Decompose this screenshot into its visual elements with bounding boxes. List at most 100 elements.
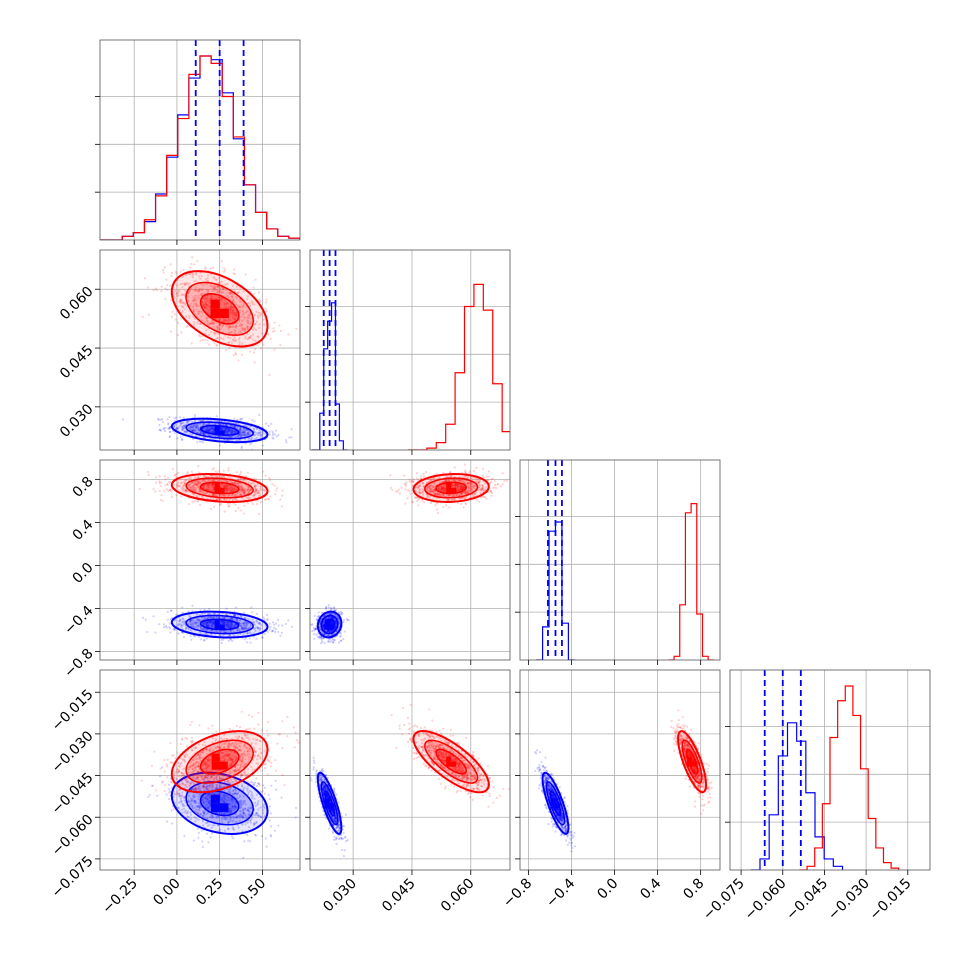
scatter-point xyxy=(253,623,256,626)
scatter-point xyxy=(212,494,215,497)
scatter-point xyxy=(194,425,197,429)
scatter-point xyxy=(227,487,230,490)
scatter-point xyxy=(180,298,183,301)
scatter-point xyxy=(199,488,202,491)
scatter-point xyxy=(235,606,238,609)
scatter-point xyxy=(191,256,194,259)
scatter-point xyxy=(229,625,232,629)
scatter-point xyxy=(254,630,257,633)
scatter-point xyxy=(227,341,231,344)
scatter-point xyxy=(204,266,207,269)
scatter-point xyxy=(242,490,246,493)
scatter-point xyxy=(211,296,214,299)
scatter-point xyxy=(259,501,263,504)
scatter-point xyxy=(182,293,185,296)
scatter-point xyxy=(254,485,257,488)
scatter-point xyxy=(185,430,189,433)
scatter-point xyxy=(195,273,198,276)
density-core xyxy=(219,624,225,630)
density-core xyxy=(219,430,225,436)
scatter-point xyxy=(231,639,234,642)
scatter-point xyxy=(250,606,253,609)
scatter-point xyxy=(211,486,214,489)
scatter-point xyxy=(193,493,196,496)
scatter-point xyxy=(242,488,245,491)
scatter-point xyxy=(179,435,182,438)
scatter-point xyxy=(242,318,245,321)
scatter-point xyxy=(171,468,174,471)
scatter-point xyxy=(445,480,448,483)
scatter-point xyxy=(222,288,225,291)
scatter-point xyxy=(239,614,243,617)
scatter-point xyxy=(238,341,241,344)
scatter-point xyxy=(178,300,182,303)
y-tick-label: 0.060 xyxy=(57,284,97,324)
scatter-point xyxy=(209,430,212,433)
scatter-point xyxy=(196,625,199,628)
scatter-point xyxy=(230,430,234,433)
scatter-point xyxy=(224,427,227,430)
scatter-point xyxy=(192,484,195,487)
scatter-point xyxy=(243,327,246,330)
scatter-point xyxy=(234,613,237,616)
scatter-point xyxy=(231,486,234,489)
scatter-point xyxy=(329,616,332,619)
scatter-point xyxy=(210,625,213,628)
scatter-point xyxy=(217,285,220,288)
scatter-point xyxy=(231,295,234,298)
scatter-point xyxy=(263,632,266,635)
scatter-point xyxy=(259,494,262,497)
scatter-point xyxy=(225,427,228,430)
scatter-point xyxy=(332,640,335,644)
scatter-point xyxy=(267,333,270,336)
scatter-point xyxy=(232,431,235,434)
scatter-point xyxy=(433,493,437,496)
scatter-point xyxy=(225,325,228,328)
scatter-point xyxy=(247,314,250,317)
scatter-point xyxy=(216,285,219,288)
scatter-point xyxy=(229,486,232,489)
scatter-point xyxy=(221,621,224,624)
scatter-point xyxy=(243,434,246,437)
scatter-point xyxy=(256,499,259,503)
scatter-point xyxy=(258,323,261,326)
scatter-point xyxy=(228,325,231,328)
scatter-point xyxy=(331,616,334,619)
scatter-point xyxy=(208,428,212,431)
scatter-point xyxy=(180,293,183,296)
scatter-point xyxy=(250,300,253,303)
scatter-point xyxy=(329,620,332,623)
scatter-point xyxy=(236,422,239,425)
scatter-point xyxy=(194,428,197,431)
scatter-point xyxy=(218,419,221,423)
scatter-point xyxy=(237,435,240,438)
scatter-point xyxy=(414,496,417,499)
scatter-point xyxy=(198,297,201,300)
scatter-point xyxy=(472,484,475,487)
scatter-point xyxy=(247,437,250,440)
scatter-point xyxy=(161,418,164,421)
scatter-point xyxy=(188,315,191,318)
scatter-point xyxy=(215,415,218,418)
scatter-point xyxy=(230,431,233,434)
scatter-point xyxy=(253,434,256,437)
scatter-point xyxy=(437,487,440,490)
scatter-point xyxy=(237,291,240,294)
scatter-point xyxy=(213,287,216,290)
scatter-point xyxy=(254,278,257,281)
scatter-point xyxy=(175,292,178,296)
scatter-point xyxy=(201,419,204,422)
scatter-point xyxy=(179,482,183,485)
scatter-point xyxy=(213,616,216,619)
scatter-point xyxy=(484,482,487,485)
scatter-point xyxy=(203,303,206,306)
scatter-point xyxy=(247,481,250,484)
scatter-point xyxy=(248,426,251,429)
scatter-point xyxy=(225,319,228,322)
scatter-point xyxy=(347,619,350,622)
scatter-point xyxy=(242,627,246,630)
scatter-point xyxy=(239,433,242,436)
scatter-point xyxy=(185,421,188,424)
scatter-point xyxy=(183,480,186,483)
scatter-point xyxy=(332,617,335,620)
